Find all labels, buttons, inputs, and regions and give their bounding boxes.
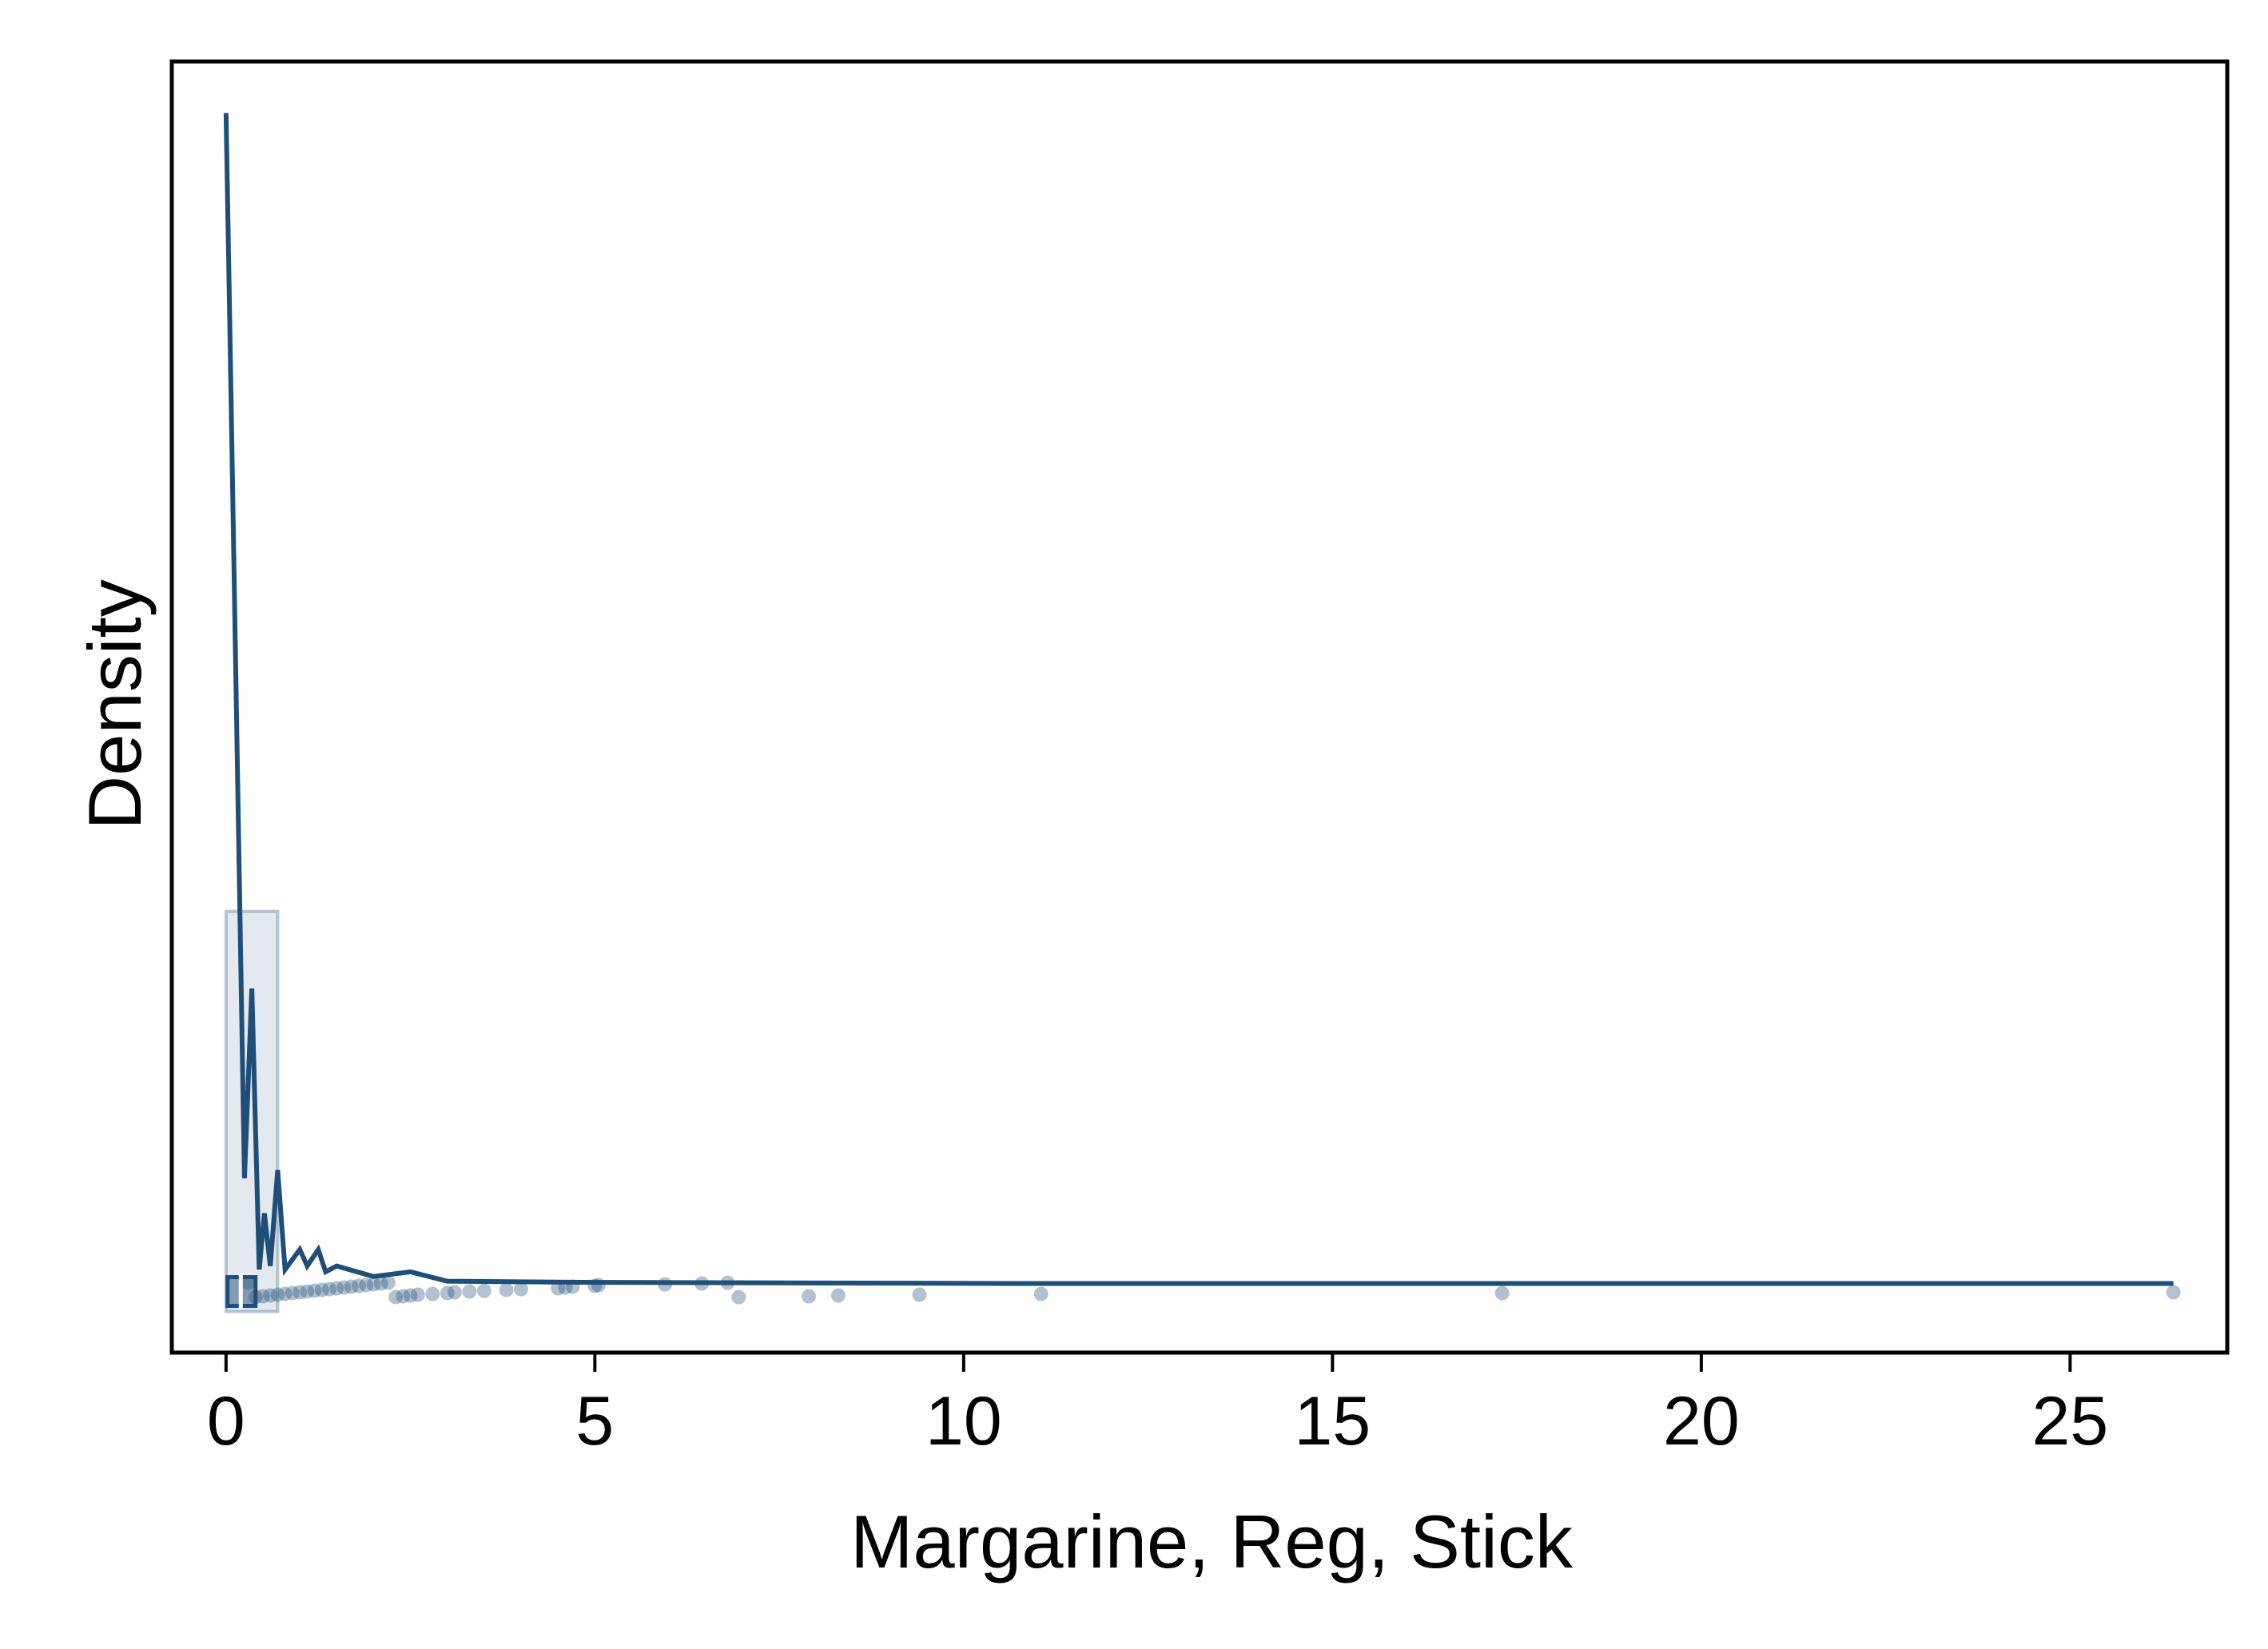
x-axis-title: Margarine, Reg, Stick [850, 1500, 1574, 1583]
data-point [380, 1275, 396, 1290]
data-point [476, 1283, 491, 1298]
x-tick-label: 15 [1295, 1383, 1371, 1460]
data-point [440, 1285, 455, 1301]
data-point [514, 1281, 529, 1297]
data-point [403, 1288, 418, 1303]
data-point [373, 1276, 388, 1291]
data-point [292, 1285, 308, 1300]
y-axis-title: Density [73, 579, 157, 829]
x-tick-label: 0 [207, 1383, 245, 1460]
data-point [425, 1286, 440, 1301]
data-point [2166, 1285, 2181, 1300]
data-point [462, 1284, 477, 1299]
x-tick-label: 25 [2032, 1383, 2109, 1460]
data-point [731, 1289, 746, 1305]
data-point [351, 1278, 366, 1293]
data-point [344, 1279, 359, 1294]
data-point [499, 1282, 514, 1297]
data-point [329, 1281, 344, 1296]
data-point [1033, 1286, 1048, 1301]
x-tick-label: 5 [575, 1383, 614, 1460]
data-point [336, 1280, 352, 1295]
data-point [307, 1283, 322, 1298]
data-point [388, 1289, 404, 1305]
data-point [410, 1287, 425, 1302]
data-point [322, 1281, 337, 1297]
data-point [802, 1289, 817, 1304]
histogram-bar [224, 909, 280, 1313]
data-point [255, 1289, 270, 1304]
data-point [366, 1277, 381, 1292]
data-point [314, 1282, 329, 1297]
data-point [830, 1288, 846, 1303]
data-point [912, 1287, 927, 1302]
data-point [277, 1286, 292, 1301]
data-point [284, 1285, 300, 1301]
x-tick-label: 10 [925, 1383, 1002, 1460]
data-point [447, 1285, 462, 1300]
data-point [1494, 1285, 1510, 1301]
data-point [270, 1287, 285, 1302]
data-point [300, 1284, 315, 1299]
x-tick-label: 20 [1663, 1383, 1740, 1460]
plot-frame [169, 59, 2230, 1355]
data-point [263, 1288, 278, 1303]
density-line [223, 113, 2174, 1286]
data-point [359, 1277, 374, 1293]
data-point [551, 1281, 566, 1296]
data-point [396, 1289, 411, 1304]
